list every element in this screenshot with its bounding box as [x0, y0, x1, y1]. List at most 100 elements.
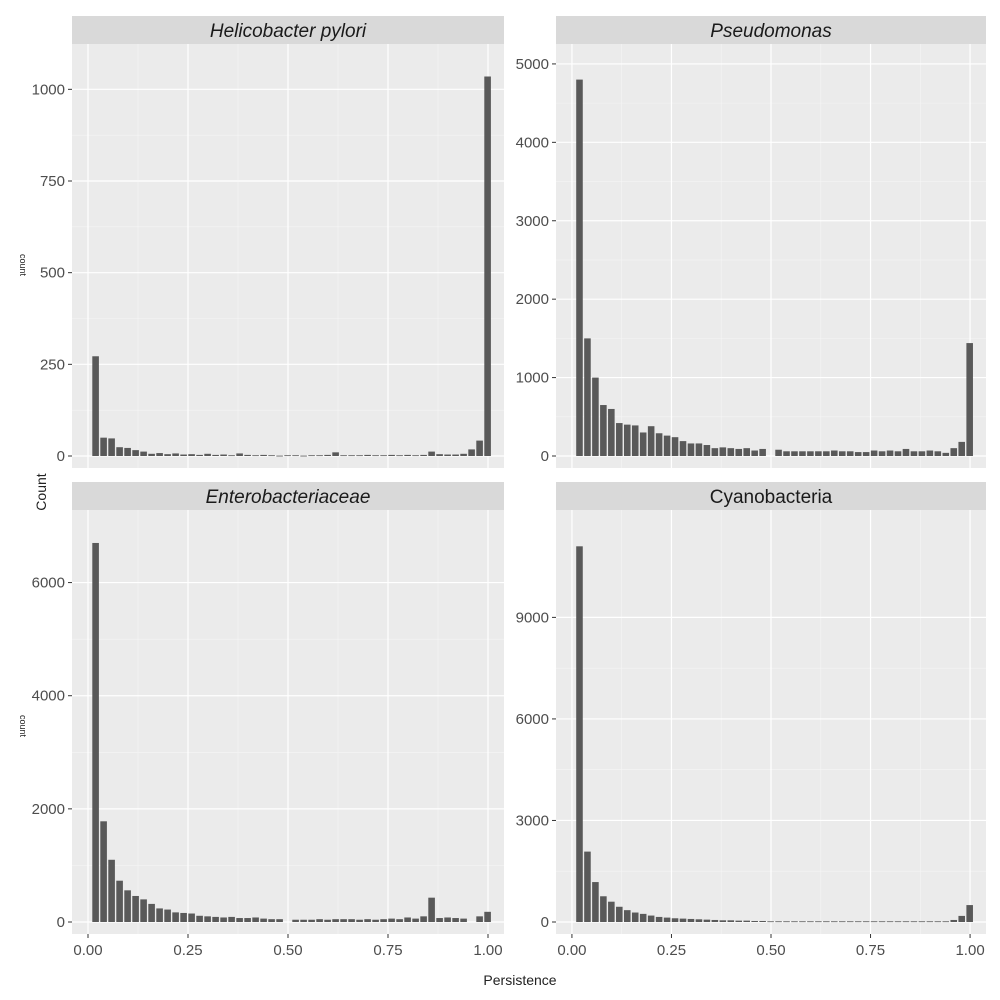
- histogram-bar: [902, 921, 910, 923]
- histogram-bar: [156, 908, 163, 922]
- histogram-bar: [332, 919, 339, 922]
- histogram-bar: [164, 454, 171, 456]
- histogram-bar: [719, 920, 727, 922]
- histogram-bar: [584, 338, 591, 456]
- x-tick-label: 0.00: [73, 942, 102, 959]
- x-tick-label: 0.50: [756, 942, 785, 959]
- y-tick-label: 5000: [516, 56, 549, 73]
- histogram-bar: [671, 437, 679, 456]
- histogram-bar: [148, 453, 155, 456]
- y-axis-title-small-top: count: [18, 254, 28, 277]
- histogram-bar: [460, 453, 467, 456]
- histogram-bar: [276, 919, 283, 922]
- histogram-bar: [926, 921, 934, 923]
- histogram-bar: [679, 918, 687, 922]
- histogram-bar: [894, 451, 902, 456]
- histogram-bar: [412, 918, 419, 922]
- histogram-bar: [711, 919, 719, 922]
- histogram-bar: [608, 901, 615, 922]
- facet-strip-title: Pseudomonas: [710, 21, 832, 42]
- histogram-bar: [608, 408, 615, 456]
- facet-strip-background: [556, 482, 986, 510]
- histogram-bar: [332, 452, 339, 456]
- histogram-bar: [428, 451, 435, 456]
- facet-strip-title: Helicobacter pylori: [210, 21, 367, 42]
- histogram-bar: [188, 913, 195, 922]
- histogram-bar: [484, 911, 491, 922]
- histogram-bar: [140, 451, 147, 456]
- y-tick-label: 0: [57, 448, 65, 465]
- y-tick-label: 500: [40, 265, 65, 282]
- histogram-bar: [862, 921, 870, 923]
- histogram-bar: [180, 454, 187, 456]
- histogram-bar: [172, 912, 179, 922]
- histogram-bar: [124, 447, 131, 456]
- histogram-bar: [807, 921, 814, 923]
- histogram-bar: [592, 882, 599, 922]
- histogram-bar: [616, 423, 623, 456]
- histogram-bar: [846, 451, 854, 456]
- histogram-bar: [476, 916, 483, 922]
- histogram-bar: [703, 919, 711, 922]
- histogram-bar: [452, 918, 459, 922]
- y-tick-label: 3000: [516, 812, 549, 829]
- histogram-bar: [372, 919, 379, 922]
- histogram-bar: [934, 921, 942, 923]
- histogram-bar: [735, 920, 743, 922]
- histogram-bar: [727, 448, 735, 456]
- histogram-bar: [584, 851, 591, 922]
- histogram-bar: [743, 920, 750, 922]
- y-tick-label: 3000: [516, 213, 549, 230]
- histogram-bar: [396, 455, 403, 457]
- histogram-bar: [292, 455, 299, 457]
- histogram-bar: [775, 449, 782, 456]
- histogram-bar: [719, 447, 727, 456]
- histogram-bar: [703, 445, 711, 456]
- histogram-bar: [743, 448, 750, 456]
- histogram-bar: [783, 921, 790, 923]
- histogram-bar: [711, 448, 719, 456]
- histogram-bar: [886, 921, 894, 923]
- facet-panel-3: Enterobacteriaceae 0 2000 4000 6000 0.00 0.25 0…: [32, 482, 504, 959]
- histogram-bar: [348, 455, 355, 457]
- histogram-bar: [870, 450, 878, 456]
- histogram-bar: [268, 919, 275, 922]
- histogram-bar: [236, 918, 243, 922]
- histogram-bar: [276, 455, 283, 457]
- x-tick-label: 0.00: [557, 942, 586, 959]
- y-tick-label: 750: [40, 173, 65, 190]
- histogram-bar: [759, 920, 766, 922]
- histogram-bar: [380, 919, 387, 922]
- histogram-bar: [616, 906, 623, 922]
- histogram-bar: [388, 454, 395, 456]
- histogram-bar: [236, 453, 243, 456]
- histogram-bar: [600, 405, 607, 456]
- histogram-bar: [308, 455, 315, 457]
- histogram-bar: [476, 440, 483, 456]
- histogram-bar: [655, 916, 663, 922]
- histogram-bar: [436, 918, 443, 922]
- y-tick-label: 4000: [516, 134, 549, 151]
- histogram-bar: [950, 919, 958, 922]
- histogram-bar: [695, 443, 703, 456]
- y-tick-label: 2000: [516, 291, 549, 308]
- histogram-bar: [92, 542, 99, 922]
- histogram-bar: [356, 455, 363, 457]
- histogram-bar: [180, 912, 187, 922]
- histogram-bar: [894, 921, 902, 923]
- histogram-bar: [260, 454, 267, 456]
- histogram-bar: [324, 454, 331, 456]
- histogram-bar: [268, 455, 275, 457]
- y-tick-label: 0: [541, 448, 549, 465]
- histogram-bar: [188, 454, 195, 456]
- histogram-bar: [934, 451, 942, 456]
- x-axis-title: Persistence: [483, 972, 556, 988]
- histogram-bar: [444, 454, 451, 456]
- histogram-bar: [639, 432, 647, 456]
- histogram-bar: [196, 454, 203, 456]
- histogram-bar: [468, 449, 475, 456]
- histogram-bar: [308, 919, 315, 922]
- y-tick-label: 9000: [516, 609, 549, 626]
- histogram-bar: [244, 454, 251, 456]
- histogram-bar: [300, 455, 307, 457]
